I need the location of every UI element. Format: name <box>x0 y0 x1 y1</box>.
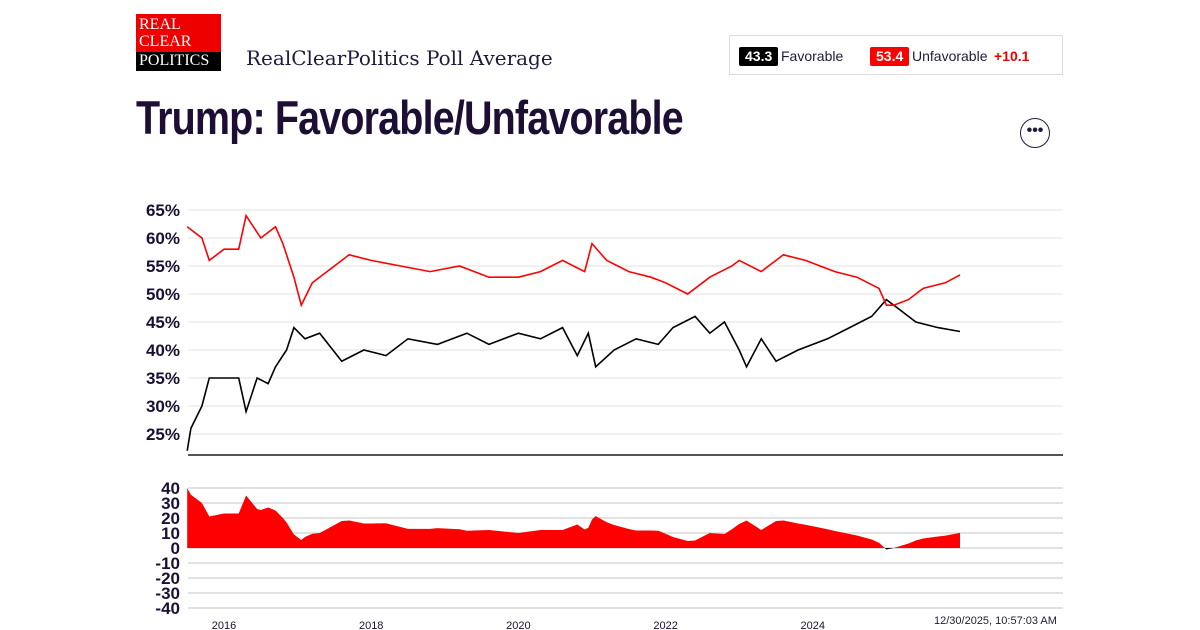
logo-line: CLEAR <box>139 33 192 50</box>
ellipsis-icon[interactable]: ••• <box>1020 118 1050 148</box>
y-tick-label: 50% <box>146 285 180 304</box>
y-tick-label: 60% <box>146 229 180 248</box>
favorable-value: 43.3 <box>739 47 779 66</box>
y-tick-label: -10 <box>155 554 180 573</box>
logo-line: REAL <box>139 16 181 33</box>
y-tick-label: 65% <box>146 201 180 220</box>
legend: 43.3 Favorable 53.4 Unfavorable +10.1 <box>729 35 1063 75</box>
y-tick-label: -40 <box>155 599 180 618</box>
y-tick-label: 0 <box>171 539 180 558</box>
y-tick-label: 20 <box>161 509 180 528</box>
y-tick-label: 25% <box>146 425 180 444</box>
unfavorable-label: Unfavorable <box>912 48 988 64</box>
y-tick-label: 30 <box>161 494 180 513</box>
x-tick-label: 2020 <box>506 620 530 630</box>
y-tick-label: 55% <box>146 257 180 276</box>
x-tick-label: 2024 <box>801 620 825 630</box>
y-tick-label: -20 <box>155 569 180 588</box>
logo-line: POLITICS <box>139 52 210 69</box>
rcp-logo[interactable]: REAL CLEAR POLITICS <box>136 14 221 71</box>
page-title: Trump: Favorable/Unfavorable <box>136 91 684 144</box>
y-tick-label: 35% <box>146 369 180 388</box>
spread-value: +10.1 <box>994 48 1030 64</box>
y-tick-label: 40 <box>161 479 180 498</box>
y-tick-label: 30% <box>146 397 180 416</box>
x-tick-label: 2022 <box>653 620 677 630</box>
unfavorable-value: 53.4 <box>870 47 910 66</box>
y-tick-label: 10 <box>161 524 180 543</box>
series-line-favorable <box>186 298 961 451</box>
spread-area-positive <box>187 488 960 548</box>
y-tick-label: -30 <box>155 584 180 603</box>
x-tick-label: 2018 <box>359 620 383 630</box>
timestamp: 12/30/2025, 10:57:03 AM <box>934 615 1057 627</box>
series-line-unfavorable <box>186 213 961 308</box>
x-tick-label: 2016 <box>212 620 236 630</box>
favorable-label: Favorable <box>781 48 844 64</box>
y-tick-label: 45% <box>146 313 180 332</box>
subtitle: RealClearPolitics Poll Average <box>246 46 553 70</box>
y-tick-label: 40% <box>146 341 180 360</box>
